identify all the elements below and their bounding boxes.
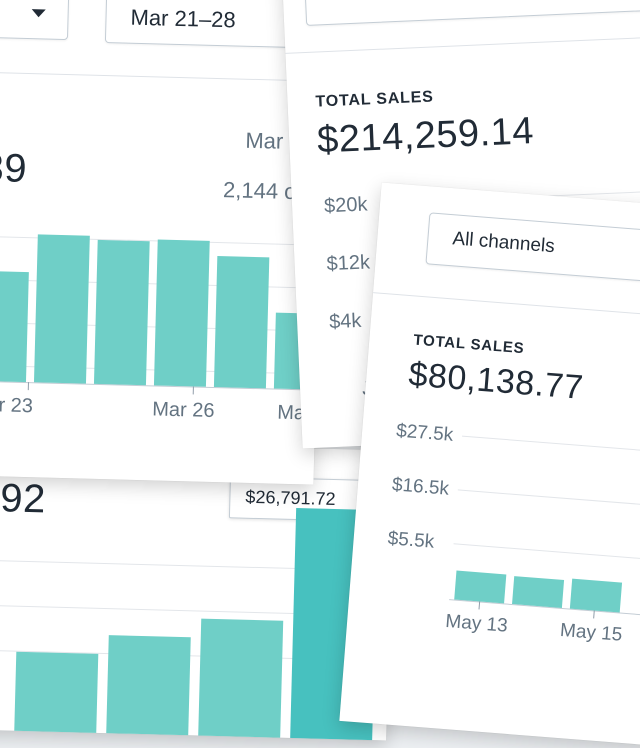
- top-selector[interactable]: [304, 0, 640, 26]
- y-label-16k: $16.5k: [391, 474, 450, 500]
- sales-card-bottom: 92 $26,791.72: [0, 439, 394, 741]
- gridline: [457, 489, 640, 510]
- tooltip-text: $26,791.72: [245, 486, 336, 510]
- card-b-value: 92: [0, 476, 47, 522]
- channel-select-text: All channels: [451, 228, 556, 258]
- chart-bar[interactable]: [512, 576, 565, 608]
- y-label-5k: $5.5k: [386, 528, 435, 553]
- x-tick: [593, 610, 595, 619]
- x-label-1: ar 23: [0, 394, 34, 418]
- orders-count: 2,144 o: [222, 177, 297, 205]
- chart-bar[interactable]: [33, 234, 90, 384]
- gridline: [453, 543, 640, 564]
- chart-bar[interactable]: [454, 570, 507, 604]
- chart-bar[interactable]: [213, 256, 270, 389]
- gridline: [462, 435, 640, 456]
- x-tick: [27, 382, 29, 391]
- date-range-text: Mar 21–28: [130, 4, 237, 33]
- chart-bar[interactable]: [0, 270, 29, 383]
- x-tick: [192, 386, 194, 395]
- total-sales-title: TOTAL SALES: [412, 331, 526, 358]
- orders-card: Mar 21–28 Mar 2 39 2,144 o ar 23 Mar 26 …: [0, 0, 327, 485]
- x-tick: [478, 601, 481, 610]
- y-label-4k: $4k: [328, 309, 362, 334]
- chart-bar[interactable]: [153, 239, 210, 387]
- y-label-20k: $20k: [323, 193, 368, 218]
- y-label-12k: $12k: [326, 251, 371, 276]
- x-label-may15: May 15: [559, 619, 624, 646]
- channel-selector[interactable]: All channels: [425, 212, 640, 285]
- y-label-27k: $27.5k: [395, 420, 454, 446]
- total-sales-title: TOTAL SALES: [315, 88, 434, 111]
- chart-bar[interactable]: [13, 651, 99, 741]
- chart-bar[interactable]: [569, 578, 623, 613]
- x-label-may13: May 13: [444, 610, 509, 637]
- card-divider: [285, 35, 640, 54]
- card-divider: [372, 292, 640, 320]
- x-label-2: Mar 26: [152, 398, 215, 423]
- orders-value: 39: [0, 145, 28, 192]
- total-sales-card-front: All channels TOTAL SALES $80,138.77 $27.…: [339, 182, 640, 748]
- filter-dropdown[interactable]: [0, 0, 70, 41]
- chart-bar[interactable]: [93, 239, 150, 386]
- chart-bar[interactable]: [197, 618, 284, 741]
- total-sales-value: $80,138.77: [407, 355, 585, 407]
- card-divider: [0, 71, 324, 82]
- total-sales-value: $214,259.14: [316, 110, 535, 162]
- chevron-down-icon: [31, 9, 46, 18]
- chart-bar[interactable]: [105, 635, 191, 741]
